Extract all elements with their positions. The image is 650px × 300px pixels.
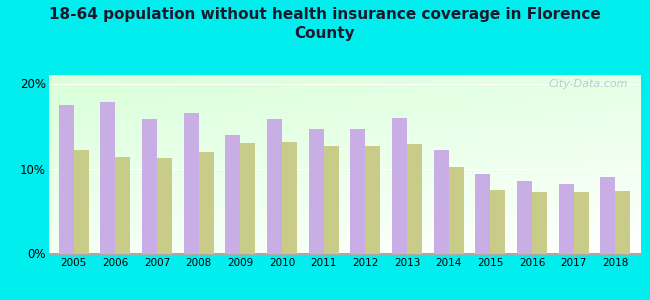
Bar	[267, 119, 282, 254]
Bar	[282, 142, 297, 254]
Bar	[142, 119, 157, 254]
Bar	[616, 190, 630, 254]
Bar	[199, 152, 214, 254]
Bar	[100, 102, 116, 254]
Bar	[226, 134, 240, 254]
Bar	[407, 144, 422, 254]
Bar	[448, 167, 463, 254]
Bar	[365, 146, 380, 254]
Bar	[350, 129, 365, 254]
Bar	[309, 128, 324, 254]
Bar	[392, 118, 407, 254]
Bar	[58, 105, 73, 254]
Bar	[532, 192, 547, 254]
Bar	[116, 157, 131, 254]
Bar	[157, 158, 172, 254]
Bar	[573, 192, 589, 254]
Bar	[600, 177, 616, 254]
Text: 18-64 population without health insurance coverage in Florence
County: 18-64 population without health insuranc…	[49, 8, 601, 41]
Bar	[490, 190, 505, 254]
Bar	[240, 143, 255, 254]
Bar	[558, 184, 573, 254]
Bar	[184, 113, 199, 253]
Bar	[73, 150, 89, 254]
Bar	[475, 174, 490, 254]
Bar	[324, 146, 339, 254]
Bar	[434, 150, 448, 254]
Bar	[517, 181, 532, 254]
Text: City-Data.com: City-Data.com	[549, 79, 629, 88]
